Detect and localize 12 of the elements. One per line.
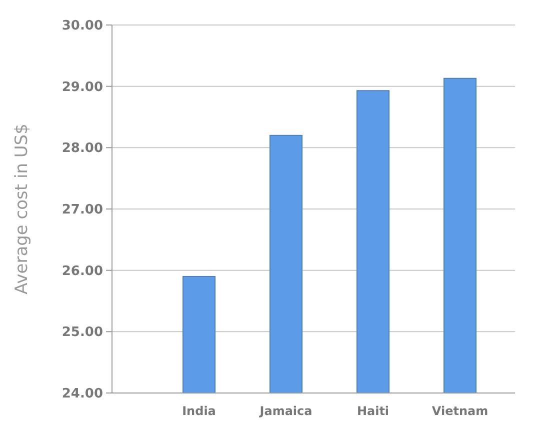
x-tick-label: Jamaica xyxy=(258,404,312,418)
y-tick-label: 30.00 xyxy=(62,18,103,34)
y-axis-title: Average cost in US$ xyxy=(12,124,32,294)
y-tick-label: 25.00 xyxy=(62,325,103,340)
x-tick-label: Vietnam xyxy=(432,404,488,418)
x-tick-label: India xyxy=(182,404,216,418)
y-tick-label: 26.00 xyxy=(62,264,103,279)
y-tick-label: 27.00 xyxy=(62,202,103,218)
x-tick-label: Haiti xyxy=(356,404,390,418)
y-tick-label: 29.00 xyxy=(62,80,103,95)
y-tick-label: 28.00 xyxy=(62,141,103,156)
y-tick-label: 24.00 xyxy=(62,386,103,402)
